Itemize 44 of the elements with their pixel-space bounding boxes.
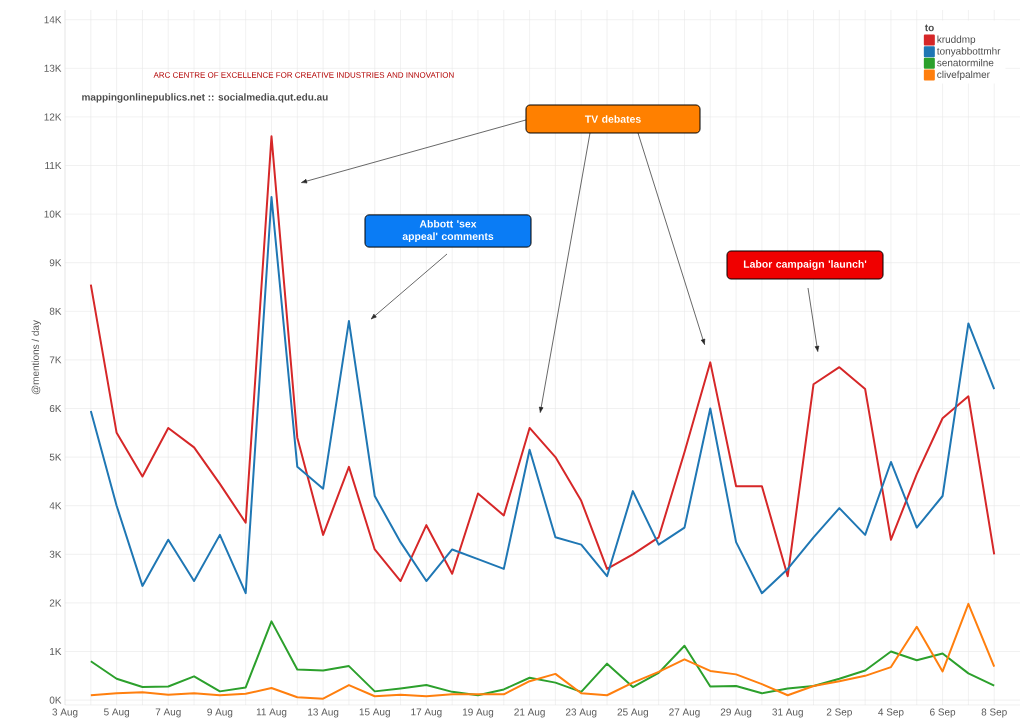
y-tick-label: 13K <box>44 64 62 72</box>
y-tick-label: 14K <box>44 16 62 24</box>
y-tick-label: 9K <box>49 259 62 267</box>
x-tick-label: 13 Aug <box>308 708 339 718</box>
x-tick-label: 27 Aug <box>669 708 700 718</box>
annotation: Labor campaign 'launch' <box>743 260 867 270</box>
y-tick-label: 7K <box>49 356 62 364</box>
x-tick-label: 17 Aug <box>411 708 442 718</box>
x-tick-label: 11 Aug <box>256 708 287 718</box>
legend-label: tonyabbottmhr <box>936 47 1001 57</box>
y-tick-label: 11K <box>45 162 62 169</box>
y-tick-label: 6K <box>49 404 62 413</box>
x-tick-label: 9 Aug <box>207 708 233 718</box>
x-tick-label: 15 Aug <box>359 708 390 718</box>
x-tick-label: 23 Aug <box>565 708 597 718</box>
x-tick-label: 19 Aug <box>462 708 494 718</box>
y-tick-label: 12K <box>44 113 62 121</box>
x-tick-label: 2 Sep <box>826 708 852 718</box>
annotation: TV debates <box>584 115 641 123</box>
x-tick-label: 7 Aug <box>155 708 181 718</box>
x-tick-label: 5 Aug <box>104 708 129 718</box>
y-tick-label: 4K <box>49 502 62 510</box>
x-tick-label: 31 Aug <box>772 708 803 718</box>
y-tick-label: 3K <box>49 550 62 558</box>
y-axis-title: @mentions / day <box>31 320 41 395</box>
x-tick-label: 6 Sep <box>930 708 956 718</box>
x-tick-label: 3 Aug <box>52 708 78 718</box>
legend-label: clivefpalmer <box>937 70 990 80</box>
legend-title: to <box>924 24 934 32</box>
y-tick-label: 5K <box>49 453 62 461</box>
x-tick-label: 29 Aug <box>720 708 752 718</box>
annotation: mappingonlinepublics.net :: socialmedia.qut.edu.au <box>82 93 328 103</box>
y-tick-label: 1K <box>50 648 62 655</box>
y-tick-label: 8K <box>49 307 62 315</box>
x-tick-label: 21 Aug <box>514 708 545 718</box>
x-tick-label: 4 Sep <box>878 708 904 718</box>
y-tick-label: 2K <box>49 599 62 607</box>
legend-label: kruddmp <box>937 35 976 45</box>
x-tick-label: 25 Aug <box>617 708 648 718</box>
x-tick-label: 8 Sep <box>981 708 1007 718</box>
y-tick-label: 0K <box>49 696 62 704</box>
legend-label: senatormilne <box>937 58 994 67</box>
annotation: Abbott 'sex appeal' comments <box>402 219 494 243</box>
y-tick-label: 10K <box>44 210 62 218</box>
